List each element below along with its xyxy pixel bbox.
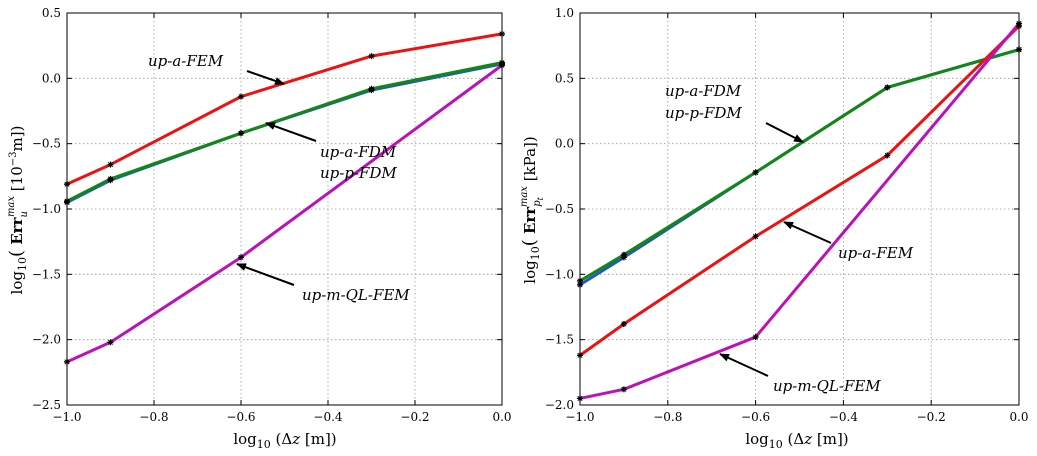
right-grid (580, 13, 1019, 405)
left-y-tick-label: −2.0 (32, 333, 61, 347)
left-annotation-up-p-fdm-text: up-p-FDM (320, 164, 397, 182)
left-x-tick-label: 0.0 (492, 410, 511, 424)
left-series-up-a-fem (66, 32, 503, 186)
left-annotation-up-a-fdm-text: up-a-FDM (320, 143, 397, 161)
right-marker-up-m-ql-fem (620, 386, 627, 393)
left-y-axis-label: log10( Errumax [10−3m]) (6, 126, 30, 295)
right-y-tick-label: −1.5 (545, 333, 574, 347)
right-marker-up-m-ql-fem (752, 334, 759, 341)
right-marker-up-a-fem (752, 233, 759, 240)
right-y-tick-label: −1.0 (545, 267, 574, 281)
left-x-tick-label: −0.2 (400, 410, 429, 424)
right-x-tick-label: −0.4 (829, 410, 859, 424)
right-annotation-fdm: up-a-FDM up-p-FDM (665, 82, 804, 143)
left-marker-up-a-fem (107, 161, 114, 168)
left-y-tick-label: 0.5 (42, 6, 61, 20)
right-x-tick-label: −0.6 (741, 410, 770, 424)
left-chart-panel: −1.0 −0.8 −0.6 −0.4 −0.2 0.0 −2.5 −2.0 −1.5 −1.0 −… (6, 6, 512, 451)
left-y-tick-label: −1.0 (32, 202, 61, 216)
left-x-axis-label: log10 (Δz [m]) (233, 430, 336, 451)
right-y-tick-label: 0.5 (555, 71, 574, 85)
left-y-tick-label: −2.5 (32, 398, 61, 412)
right-y-tick-label: −0.5 (545, 202, 574, 216)
right-annotation-up-m-ql-fem-text: up-m-QL-FEM (773, 377, 881, 395)
right-series-up-a-fem (579, 24, 1021, 357)
left-marker-up-p-fdm (238, 130, 244, 137)
right-marker-up-p-fdm (884, 84, 891, 91)
left-annotation-up-m-ql-fem-arrow (236, 263, 295, 286)
right-marker-up-p-fdm (752, 169, 759, 176)
left-y-tick-label: −1.5 (32, 267, 61, 281)
right-ticks: −1.0 −0.8 −0.6 −0.4 −0.2 0.0 −2.0 −1.5 −1.0 −0.5 0… (545, 6, 1029, 424)
right-annotation-up-a-fem-text: up-a-FEM (838, 244, 914, 262)
right-series-up-a-fdm (579, 48, 1020, 287)
right-marker-up-a-fem (620, 320, 627, 327)
right-chart-panel: −1.0 −0.8 −0.6 −0.4 −0.2 0.0 −2.0 −1.5 −1.0 −0.5 0… (519, 6, 1029, 451)
right-annotation-up-m-ql-fem: up-m-QL-FEM (719, 353, 881, 395)
right-marker-up-p-fdm (620, 251, 627, 258)
right-annotation-up-p-fdm-text: up-p-FDM (665, 104, 742, 122)
left-series-up-a-fdm (66, 62, 503, 204)
left-marker-up-m-ql-fem (238, 254, 244, 261)
right-x-axis-label: log10 (Δz [m]) (745, 430, 848, 451)
left-annotation-up-a-fem: up-a-FEM (148, 52, 285, 85)
left-annotation-up-a-fem-text: up-a-FEM (148, 52, 224, 70)
left-grid (67, 13, 502, 405)
left-x-tick-label: −0.4 (313, 410, 343, 424)
right-series-group (577, 20, 1022, 402)
left-annotation-fdm-arrow (265, 122, 317, 142)
left-marker-up-a-fem (368, 53, 375, 60)
right-y-tick-label: 0.0 (555, 137, 574, 151)
left-marker-up-m-ql-fem (107, 339, 114, 346)
right-annotation-up-a-fem: up-a-FEM (783, 221, 914, 262)
right-series-up-m-ql-fem (579, 22, 1021, 400)
left-x-tick-label: −0.6 (226, 410, 255, 424)
left-ticks: −1.0 −0.8 −0.6 −0.4 −0.2 0.0 −2.5 −2.0 −1.5 −1.0 −… (32, 6, 512, 424)
left-x-tick-label: −0.8 (139, 410, 168, 424)
right-y-tick-label: −2.0 (545, 398, 574, 412)
right-annotation-up-a-fdm-text: up-a-FDM (665, 82, 742, 100)
left-marker-up-p-fdm (368, 85, 375, 92)
right-marker-up-a-fem (884, 152, 891, 159)
left-annotation-up-m-ql-fem: up-m-QL-FEM (236, 263, 410, 304)
right-annotation-fdm-arrow (765, 122, 804, 143)
left-annotation-up-a-fem-arrow (246, 70, 285, 85)
left-annotation-up-m-ql-fem-text: up-m-QL-FEM (302, 286, 410, 304)
left-marker-up-p-fdm (107, 175, 114, 182)
left-y-tick-label: −0.5 (32, 137, 61, 151)
left-series-group (64, 30, 505, 365)
right-y-axis-label: log10( Errptmax [kPa]) (519, 136, 545, 283)
right-series-up-p-fdm (579, 48, 1020, 283)
right-x-tick-label: 0.0 (1009, 410, 1028, 424)
right-annotation-up-m-ql-fem-arrow (719, 353, 769, 377)
left-x-tick-label: −1.0 (52, 410, 81, 424)
left-annotation-fdm: up-a-FDM up-p-FDM (265, 122, 397, 182)
right-y-tick-label: 1.0 (555, 6, 574, 20)
left-y-tick-label: 0.0 (42, 71, 61, 85)
right-x-tick-label: −1.0 (565, 410, 594, 424)
right-annotation-up-a-fem-arrow (783, 221, 832, 244)
left-marker-up-a-fem (238, 93, 244, 100)
left-series-up-m-ql-fem (66, 64, 503, 364)
right-x-tick-label: −0.8 (653, 410, 682, 424)
right-x-tick-label: −0.2 (917, 410, 946, 424)
